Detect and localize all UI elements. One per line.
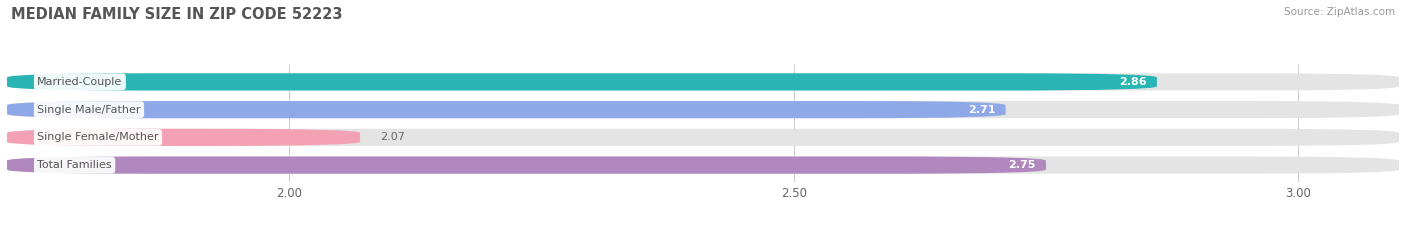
Text: 2.71: 2.71 <box>967 105 995 115</box>
Text: MEDIAN FAMILY SIZE IN ZIP CODE 52223: MEDIAN FAMILY SIZE IN ZIP CODE 52223 <box>11 7 343 22</box>
Text: Source: ZipAtlas.com: Source: ZipAtlas.com <box>1284 7 1395 17</box>
FancyBboxPatch shape <box>7 101 1399 118</box>
FancyBboxPatch shape <box>7 129 1399 146</box>
FancyBboxPatch shape <box>7 73 1399 90</box>
FancyBboxPatch shape <box>7 101 1005 118</box>
FancyBboxPatch shape <box>7 157 1046 174</box>
Text: Total Families: Total Families <box>38 160 112 170</box>
FancyBboxPatch shape <box>7 73 1157 90</box>
Text: 2.86: 2.86 <box>1119 77 1147 87</box>
Text: Single Male/Father: Single Male/Father <box>38 105 141 115</box>
Text: 2.75: 2.75 <box>1008 160 1036 170</box>
Text: 2.07: 2.07 <box>380 132 405 142</box>
FancyBboxPatch shape <box>7 157 1399 174</box>
Text: Married-Couple: Married-Couple <box>38 77 122 87</box>
FancyBboxPatch shape <box>7 129 360 146</box>
Text: Single Female/Mother: Single Female/Mother <box>38 132 159 142</box>
